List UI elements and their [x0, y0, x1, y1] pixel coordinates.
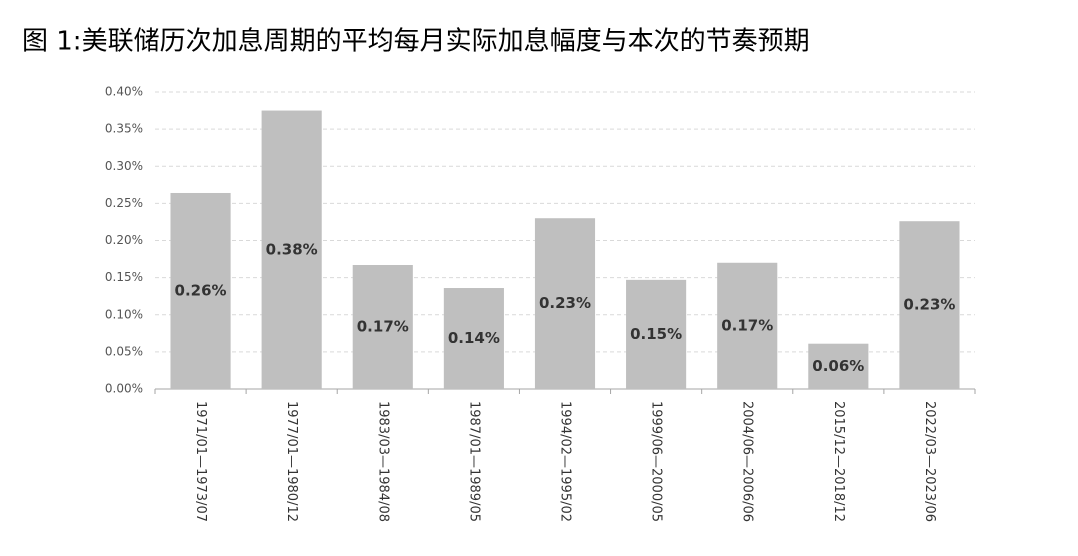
value-label: 0.26% [175, 281, 227, 299]
value-label: 0.38% [266, 240, 318, 258]
value-label: 0.23% [539, 294, 591, 312]
x-tick-label: 2022/03—2023/06 [922, 401, 937, 522]
y-tick-label: 0.35% [105, 122, 143, 136]
y-tick-label: 0.40% [105, 85, 143, 99]
bar [899, 221, 960, 389]
x-tick-label: 2015/12—2018/12 [831, 401, 846, 522]
y-tick-label: 0.00% [105, 382, 143, 396]
y-tick-label: 0.30% [105, 159, 143, 173]
bar [808, 343, 869, 389]
value-label: 0.14% [448, 329, 500, 347]
bar [534, 218, 596, 389]
y-tick-label: 0.15% [105, 270, 143, 284]
y-tick-label: 0.05% [105, 344, 143, 358]
x-tick-label: 1977/01—1980/12 [284, 401, 299, 522]
x-tick-label: 1971/01—1973/07 [193, 401, 208, 522]
bar [261, 110, 322, 389]
x-tick-label: 1987/01—1989/05 [466, 401, 481, 522]
bar [443, 288, 504, 389]
value-label: 0.15% [630, 325, 682, 343]
bar [717, 262, 778, 389]
value-label: 0.23% [903, 296, 955, 314]
value-label: 0.17% [721, 316, 773, 334]
y-tick-label: 0.25% [105, 196, 143, 210]
value-label: 0.06% [812, 357, 864, 375]
value-label: 0.17% [357, 318, 409, 336]
x-tick-label: 1999/06—2000/05 [649, 401, 664, 522]
y-tick-label: 0.20% [105, 233, 143, 247]
chart-title: 图 1:美联储历次加息周期的平均每月实际加息幅度与本次的节奏预期 [22, 27, 810, 57]
x-tick-label: 2004/06—2006/06 [740, 401, 755, 522]
x-tick-label: 1994/02—1995/02 [558, 401, 573, 522]
bar [352, 265, 413, 389]
bar [626, 279, 687, 389]
x-tick-label: 1983/03—1984/08 [375, 401, 390, 522]
y-tick-label: 0.10% [105, 307, 143, 321]
bar [170, 192, 231, 389]
